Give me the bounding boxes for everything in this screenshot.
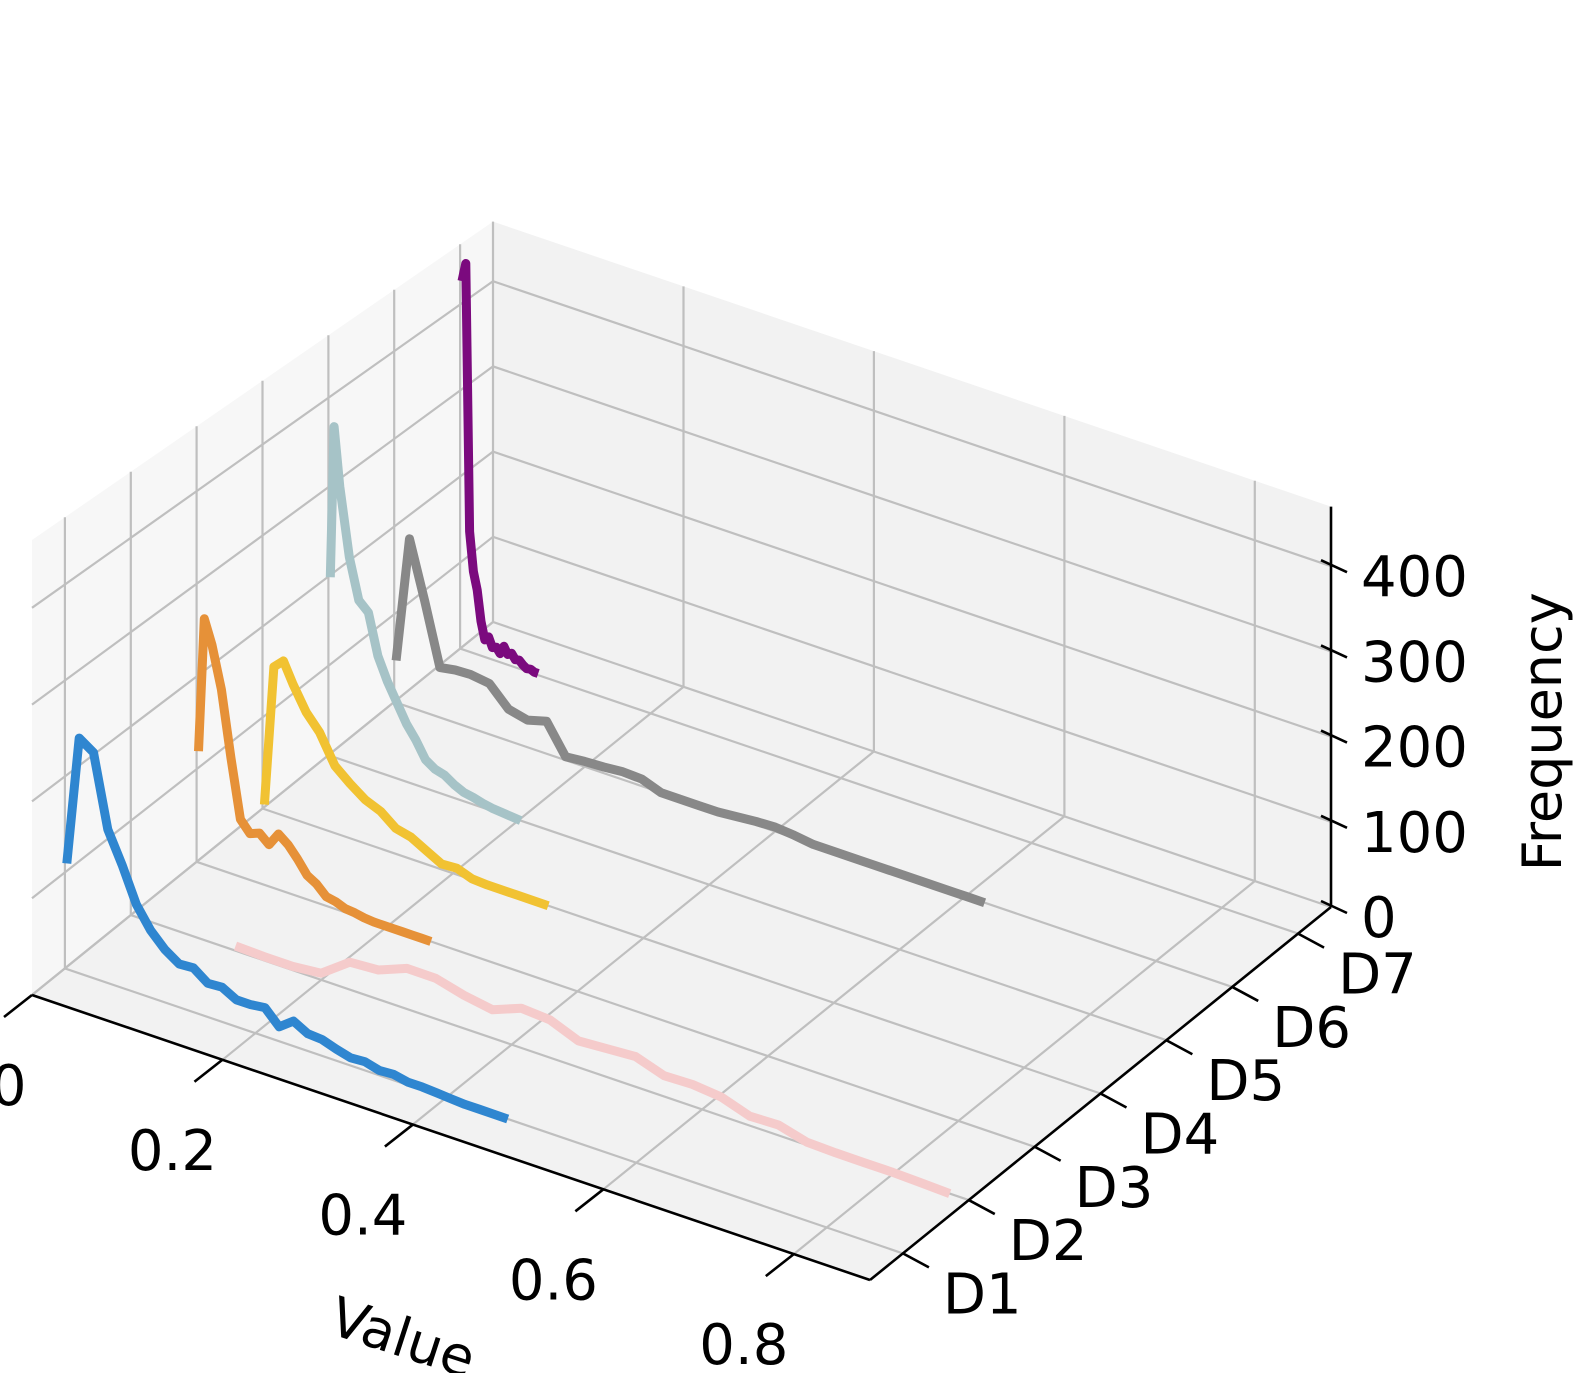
z-tick-label: 400 bbox=[1361, 545, 1468, 610]
z-tick bbox=[1320, 644, 1348, 659]
z-axis-title: Frequency bbox=[1511, 592, 1574, 871]
y-tick bbox=[1034, 1145, 1062, 1162]
z-tick bbox=[1320, 899, 1348, 915]
x-tick-label: 0.2 bbox=[128, 1119, 217, 1184]
z-gridline bbox=[31, 535, 1332, 900]
y-tick bbox=[968, 1198, 996, 1216]
z-gridline bbox=[31, 450, 1332, 803]
x-tick bbox=[384, 1123, 414, 1148]
z-tick bbox=[1320, 729, 1348, 744]
z-tick-label: 300 bbox=[1361, 630, 1468, 695]
y-tick-label: D6 bbox=[1272, 996, 1351, 1061]
x-tick bbox=[193, 1058, 224, 1083]
series-line-d5 bbox=[325, 422, 523, 825]
chart-series-group bbox=[62, 259, 987, 1198]
y-tick-label: D3 bbox=[1075, 1156, 1154, 1221]
y-tick-label: D2 bbox=[1009, 1209, 1088, 1274]
y-tick-label: D1 bbox=[943, 1262, 1022, 1327]
z-tick-label: 100 bbox=[1361, 801, 1468, 866]
y-tick bbox=[1165, 1039, 1193, 1056]
y-tick bbox=[1297, 932, 1325, 949]
y-tick-label: D4 bbox=[1141, 1103, 1220, 1168]
y-tick bbox=[1231, 985, 1259, 1003]
x-tick bbox=[765, 1253, 795, 1278]
back-pane bbox=[493, 221, 1331, 908]
z-gridline bbox=[31, 279, 1332, 609]
series-line-d3 bbox=[194, 614, 433, 946]
x-tick-label: 0.0 bbox=[0, 1054, 27, 1119]
z-tick-label: 200 bbox=[1361, 716, 1468, 781]
z-tick-label: 0 bbox=[1361, 886, 1397, 951]
z-tick bbox=[1320, 814, 1348, 829]
chart-axes bbox=[3, 506, 1348, 1282]
z-gridline bbox=[31, 365, 1332, 706]
y-tick bbox=[1099, 1092, 1128, 1109]
y-tick-label: D5 bbox=[1206, 1049, 1285, 1114]
y-tick-label: D7 bbox=[1338, 943, 1417, 1008]
z-gridline bbox=[31, 620, 1332, 996]
z-tick bbox=[1320, 559, 1348, 574]
x-tick-label: 0.8 bbox=[699, 1313, 788, 1373]
series-line-d6 bbox=[391, 534, 987, 907]
series-line-d7 bbox=[457, 259, 540, 678]
x-axis-line bbox=[31, 993, 871, 1282]
y-tick bbox=[902, 1252, 930, 1269]
series-line-d2 bbox=[233, 941, 952, 1198]
x-tick bbox=[3, 993, 33, 1019]
series-line-d4 bbox=[259, 656, 550, 910]
series-line-d1 bbox=[62, 733, 510, 1124]
x-tick-label: 0.6 bbox=[509, 1248, 598, 1313]
x-axis-title: Value bbox=[323, 1285, 484, 1373]
x-tick-label: 0.4 bbox=[318, 1184, 407, 1249]
x-tick bbox=[574, 1188, 605, 1213]
